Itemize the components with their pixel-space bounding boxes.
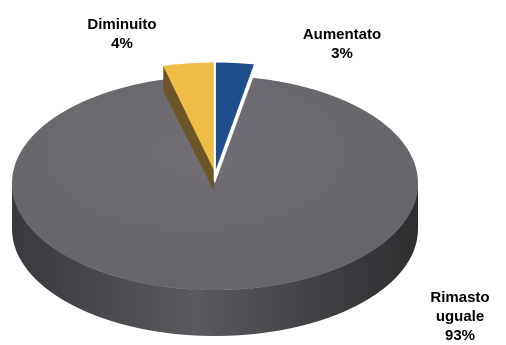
slice-label-rimasto-line2: uguale (435, 308, 485, 325)
slice-label-diminuito-value: 4% (111, 35, 133, 52)
slice-aumentato (215, 62, 254, 170)
slice-diminuito (163, 62, 214, 170)
slice-label-rimasto-line1: Rimasto (430, 289, 490, 306)
slice-edge-diminuito (163, 65, 214, 191)
slice-label-rimasto-value: 93% (444, 327, 476, 344)
slice-label-aumentato: Aumentato 3% (284, 25, 400, 63)
slice-side-rimasto-uguale (12, 183, 418, 336)
slice-label-aumentato-value: 3% (331, 45, 353, 62)
slice-label-rimasto-uguale: Rimasto uguale 93% (414, 288, 506, 345)
slice-label-aumentato-name: Aumentato (302, 26, 382, 43)
slice-label-diminuito-name: Diminuito (87, 16, 157, 33)
slice-rimasto-uguale (11, 77, 418, 291)
slice-label-diminuito: Diminuito 4% (70, 15, 174, 53)
